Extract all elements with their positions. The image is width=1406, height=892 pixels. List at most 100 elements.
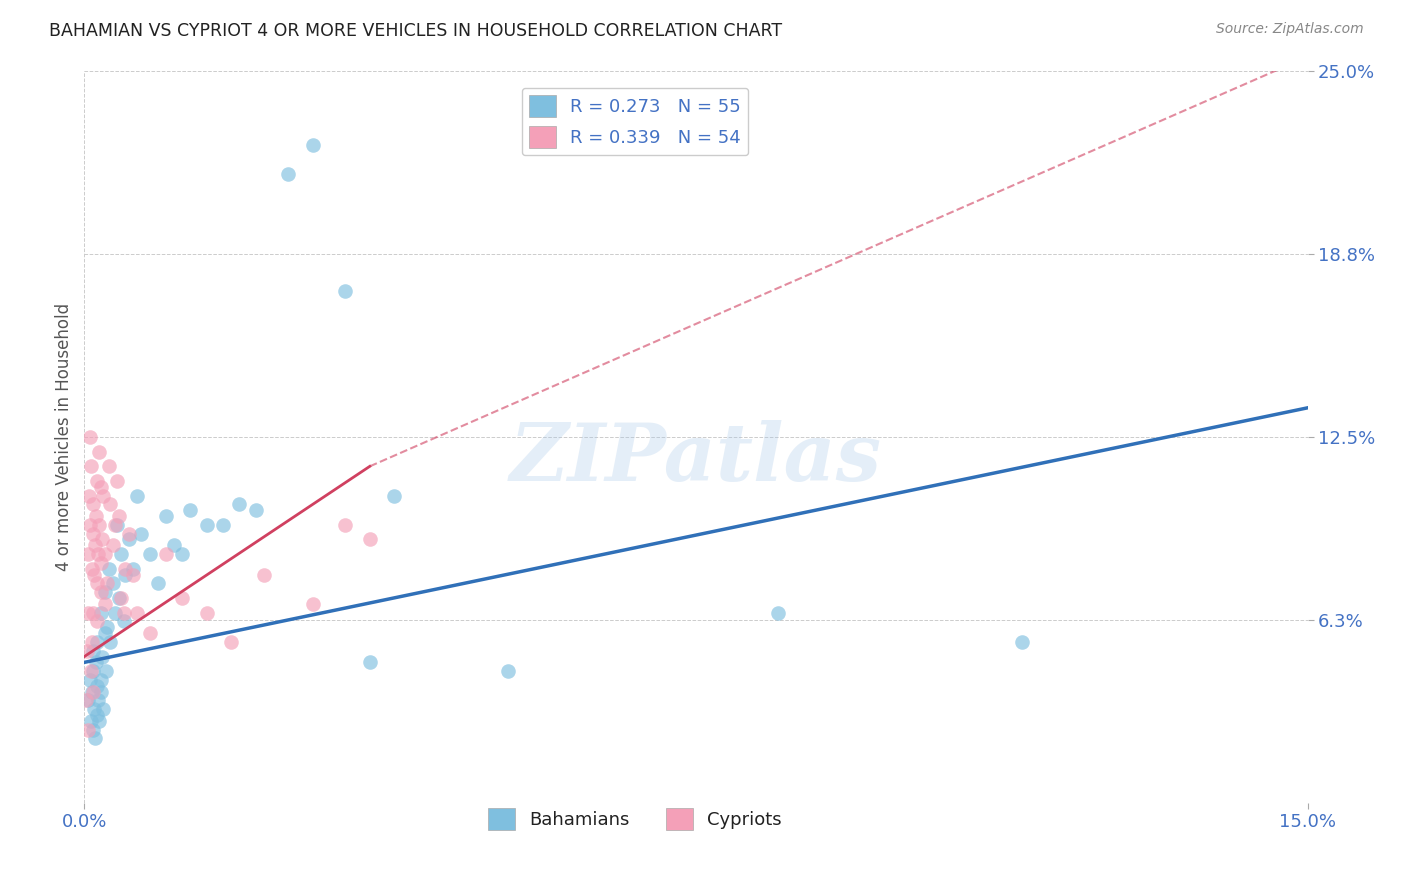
Point: [76, 606, 98, 620]
Point: [87, 444, 110, 458]
Point: [110, 547, 132, 561]
Point: [77, 723, 100, 737]
Point: [253, 567, 276, 582]
Point: [87, 714, 110, 728]
Point: [80, 459, 103, 474]
Point: [80, 684, 103, 698]
Point: [82, 664, 104, 678]
Point: [82, 684, 104, 698]
Point: [79, 430, 101, 444]
Point: [179, 503, 201, 517]
Text: BAHAMIAN VS CYPRIOT 4 OR MORE VEHICLES IN HOUSEHOLD CORRELATION CHART: BAHAMIAN VS CYPRIOT 4 OR MORE VEHICLES I…: [49, 22, 782, 40]
Point: [118, 533, 141, 547]
Point: [91, 649, 114, 664]
Point: [86, 615, 108, 629]
Point: [245, 503, 267, 517]
Point: [91, 702, 114, 716]
Point: [96, 620, 118, 634]
Point: [80, 635, 103, 649]
Point: [96, 576, 118, 591]
Point: [155, 547, 177, 561]
Point: [75, 693, 97, 707]
Point: [131, 526, 153, 541]
Point: [138, 626, 160, 640]
Point: [80, 664, 103, 678]
Text: ZIPatlas: ZIPatlas: [510, 420, 882, 498]
Point: [107, 509, 129, 524]
Point: [172, 591, 194, 605]
Point: [83, 702, 105, 716]
Point: [84, 509, 107, 524]
Point: [146, 576, 169, 591]
Point: [80, 714, 103, 728]
Point: [105, 474, 128, 488]
Point: [127, 606, 149, 620]
Point: [80, 562, 103, 576]
Point: [97, 459, 120, 474]
Point: [82, 643, 104, 657]
Point: [77, 489, 100, 503]
Point: [82, 723, 104, 737]
Point: [90, 673, 112, 687]
Point: [118, 526, 141, 541]
Point: [79, 517, 101, 532]
Point: [101, 538, 124, 552]
Point: [96, 664, 118, 678]
Point: [766, 606, 789, 620]
Point: [101, 576, 124, 591]
Point: [93, 585, 115, 599]
Y-axis label: 4 or more Vehicles in Household: 4 or more Vehicles in Household: [55, 303, 73, 571]
Point: [195, 606, 218, 620]
Point: [82, 606, 104, 620]
Point: [84, 538, 107, 552]
Legend: Bahamians, Cypriots: Bahamians, Cypriots: [481, 801, 789, 838]
Point: [335, 517, 357, 532]
Point: [79, 673, 101, 687]
Point: [86, 679, 108, 693]
Point: [91, 533, 114, 547]
Point: [86, 576, 108, 591]
Point: [93, 547, 115, 561]
Point: [127, 489, 149, 503]
Point: [114, 567, 136, 582]
Point: [277, 167, 299, 181]
Point: [77, 547, 100, 561]
Point: [76, 643, 98, 657]
Point: [87, 693, 110, 707]
Point: [172, 547, 194, 561]
Point: [90, 585, 112, 599]
Point: [122, 562, 145, 576]
Point: [97, 562, 120, 576]
Point: [93, 597, 115, 611]
Point: [382, 489, 405, 503]
Point: [163, 538, 186, 552]
Point: [359, 533, 381, 547]
Point: [86, 635, 108, 649]
Point: [359, 656, 381, 670]
Point: [84, 656, 107, 670]
Point: [100, 635, 122, 649]
Point: [110, 591, 132, 605]
Point: [86, 474, 108, 488]
Point: [195, 517, 218, 532]
Point: [155, 509, 177, 524]
Point: [105, 517, 128, 532]
Point: [112, 615, 135, 629]
Point: [87, 547, 110, 561]
Point: [212, 517, 235, 532]
Point: [82, 526, 104, 541]
Point: [84, 731, 107, 746]
Point: [90, 606, 112, 620]
Point: [86, 708, 108, 723]
Point: [104, 606, 127, 620]
Point: [90, 480, 112, 494]
Point: [498, 664, 520, 678]
Point: [112, 606, 135, 620]
Point: [122, 567, 145, 582]
Point: [87, 517, 110, 532]
Text: Source: ZipAtlas.com: Source: ZipAtlas.com: [1216, 22, 1364, 37]
Point: [138, 547, 160, 561]
Point: [219, 635, 242, 649]
Point: [83, 567, 105, 582]
Point: [335, 284, 357, 298]
